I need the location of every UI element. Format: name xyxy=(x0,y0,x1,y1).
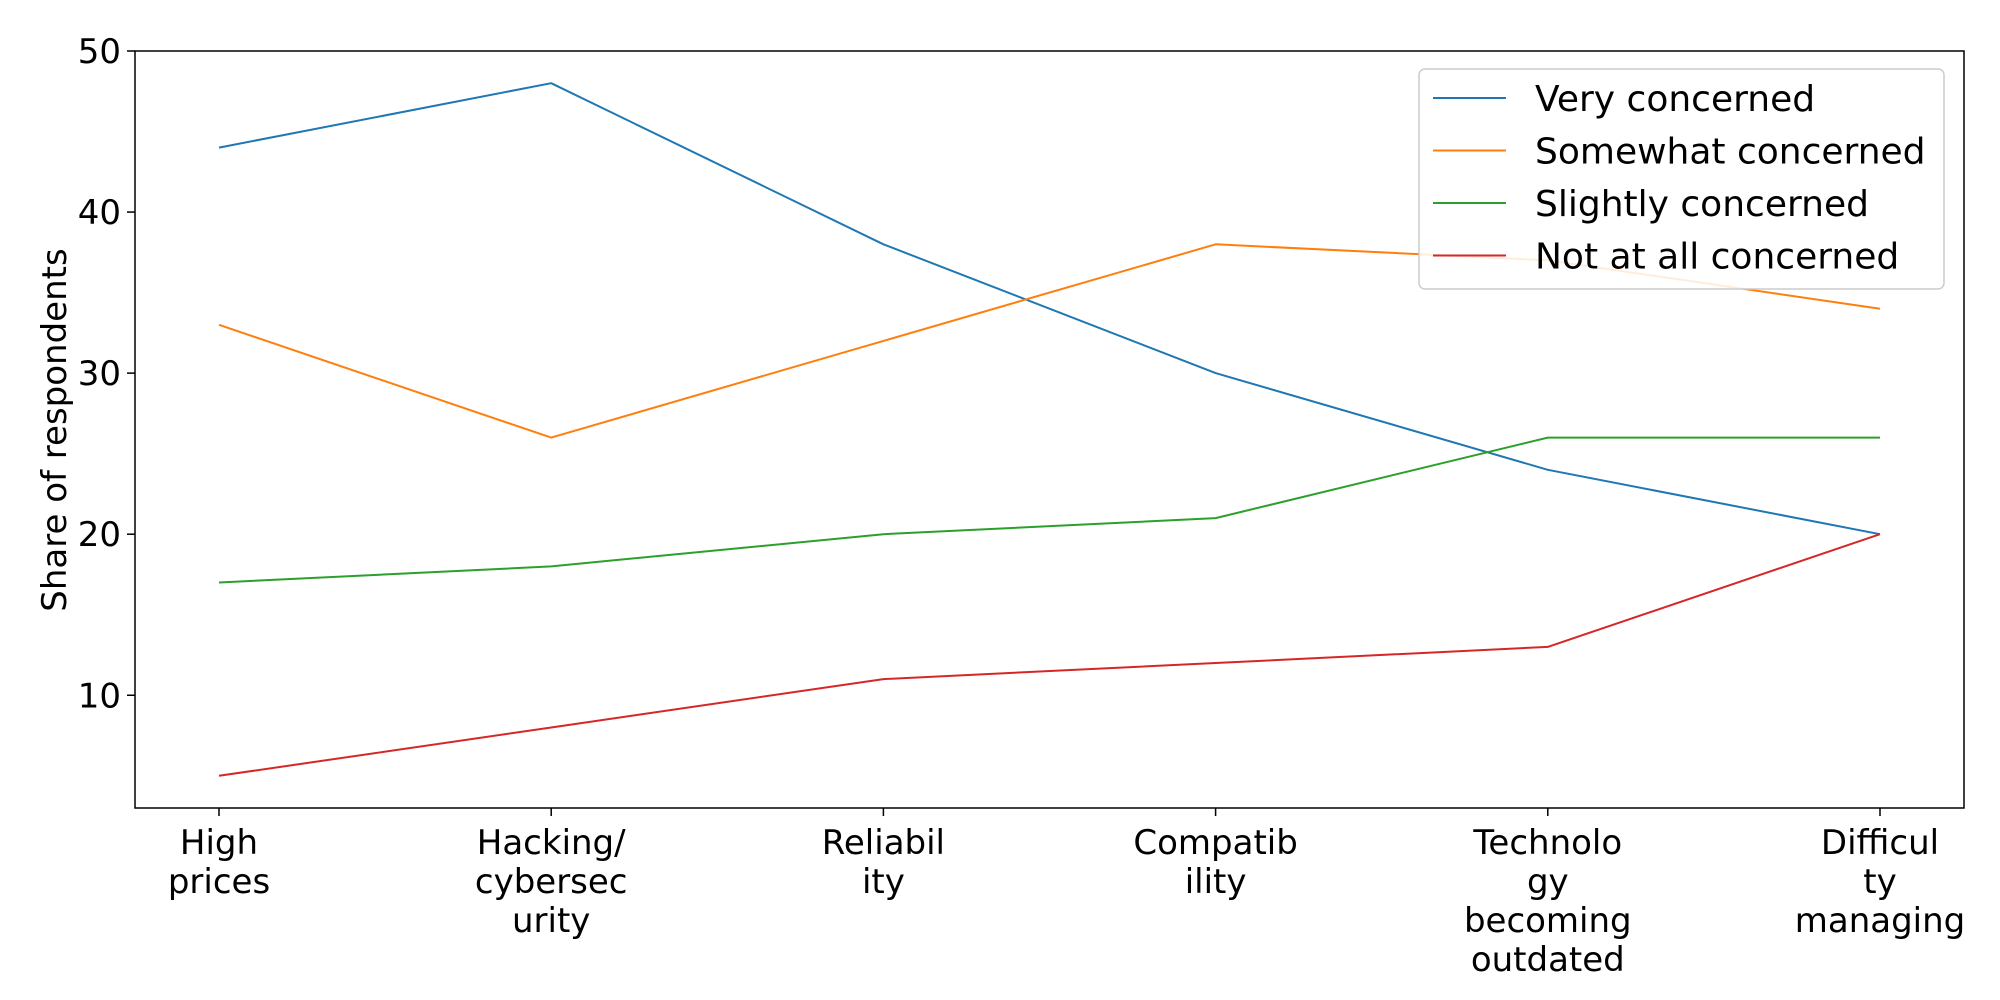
x-tick-label-line: gy xyxy=(1527,862,1569,902)
y-tick-label: 40 xyxy=(78,193,121,233)
y-tick-label: 30 xyxy=(78,354,121,394)
y-tick-label: 10 xyxy=(78,676,121,716)
y-axis-title-group: Share of respondents xyxy=(35,248,75,611)
legend-label: Not at all concerned xyxy=(1535,237,1899,278)
y-tick-label: 20 xyxy=(78,515,121,555)
x-tick-label: Technolo gy becoming outdated xyxy=(1464,823,1632,980)
x-tick-label-line: Difficul xyxy=(1821,823,1939,863)
y-axis-title: Share of respondents xyxy=(35,248,75,611)
series-line-1 xyxy=(218,82,1881,536)
legend-box xyxy=(1418,68,1945,290)
series-line-3 xyxy=(218,436,1880,584)
legend-label: Very concerned xyxy=(1535,79,1815,120)
x-tick-label-line: Compatib xyxy=(1133,823,1297,863)
x-tick-label-line: ity xyxy=(862,862,905,902)
x-tick-label: Hacking/cybersec urity xyxy=(475,823,628,941)
x-tick-label-line: Hacking/ xyxy=(477,823,626,863)
x-tick-label-line: prices xyxy=(168,862,270,902)
y-tick-label: 50 xyxy=(78,32,121,72)
y-axis-ticks: 10 20 30 40 50 xyxy=(78,32,135,716)
x-tick-label-line: becoming xyxy=(1464,901,1632,941)
legend: Very concerned Somewhat concerned Slightly… xyxy=(1418,68,1945,290)
x-tick-label: Reliabil ity xyxy=(822,823,945,902)
x-tick-label: Compatib ility xyxy=(1133,823,1297,902)
x-tick-label: Difficul ty managing xyxy=(1795,823,1966,941)
legend-label: Slightly concerned xyxy=(1535,184,1869,225)
x-tick-label-line: cybersec xyxy=(475,862,628,902)
x-tick-label: High prices xyxy=(168,823,270,902)
x-tick-label-line: managing xyxy=(1795,901,1966,941)
plot-frame xyxy=(134,50,1965,809)
x-tick-label-line: ty xyxy=(1863,862,1896,902)
x-tick-label-line: High xyxy=(180,823,258,863)
x-tick-label-line: Reliabil xyxy=(822,823,945,863)
x-tick-label-line: Technolo xyxy=(1472,823,1622,863)
legend-label: Somewhat concerned xyxy=(1535,132,1926,173)
series-line-4 xyxy=(218,533,1881,777)
x-tick-label-line: ility xyxy=(1185,862,1247,902)
x-tick-label-line: urity xyxy=(512,901,590,941)
x-tick-label-line: outdated xyxy=(1471,940,1625,980)
